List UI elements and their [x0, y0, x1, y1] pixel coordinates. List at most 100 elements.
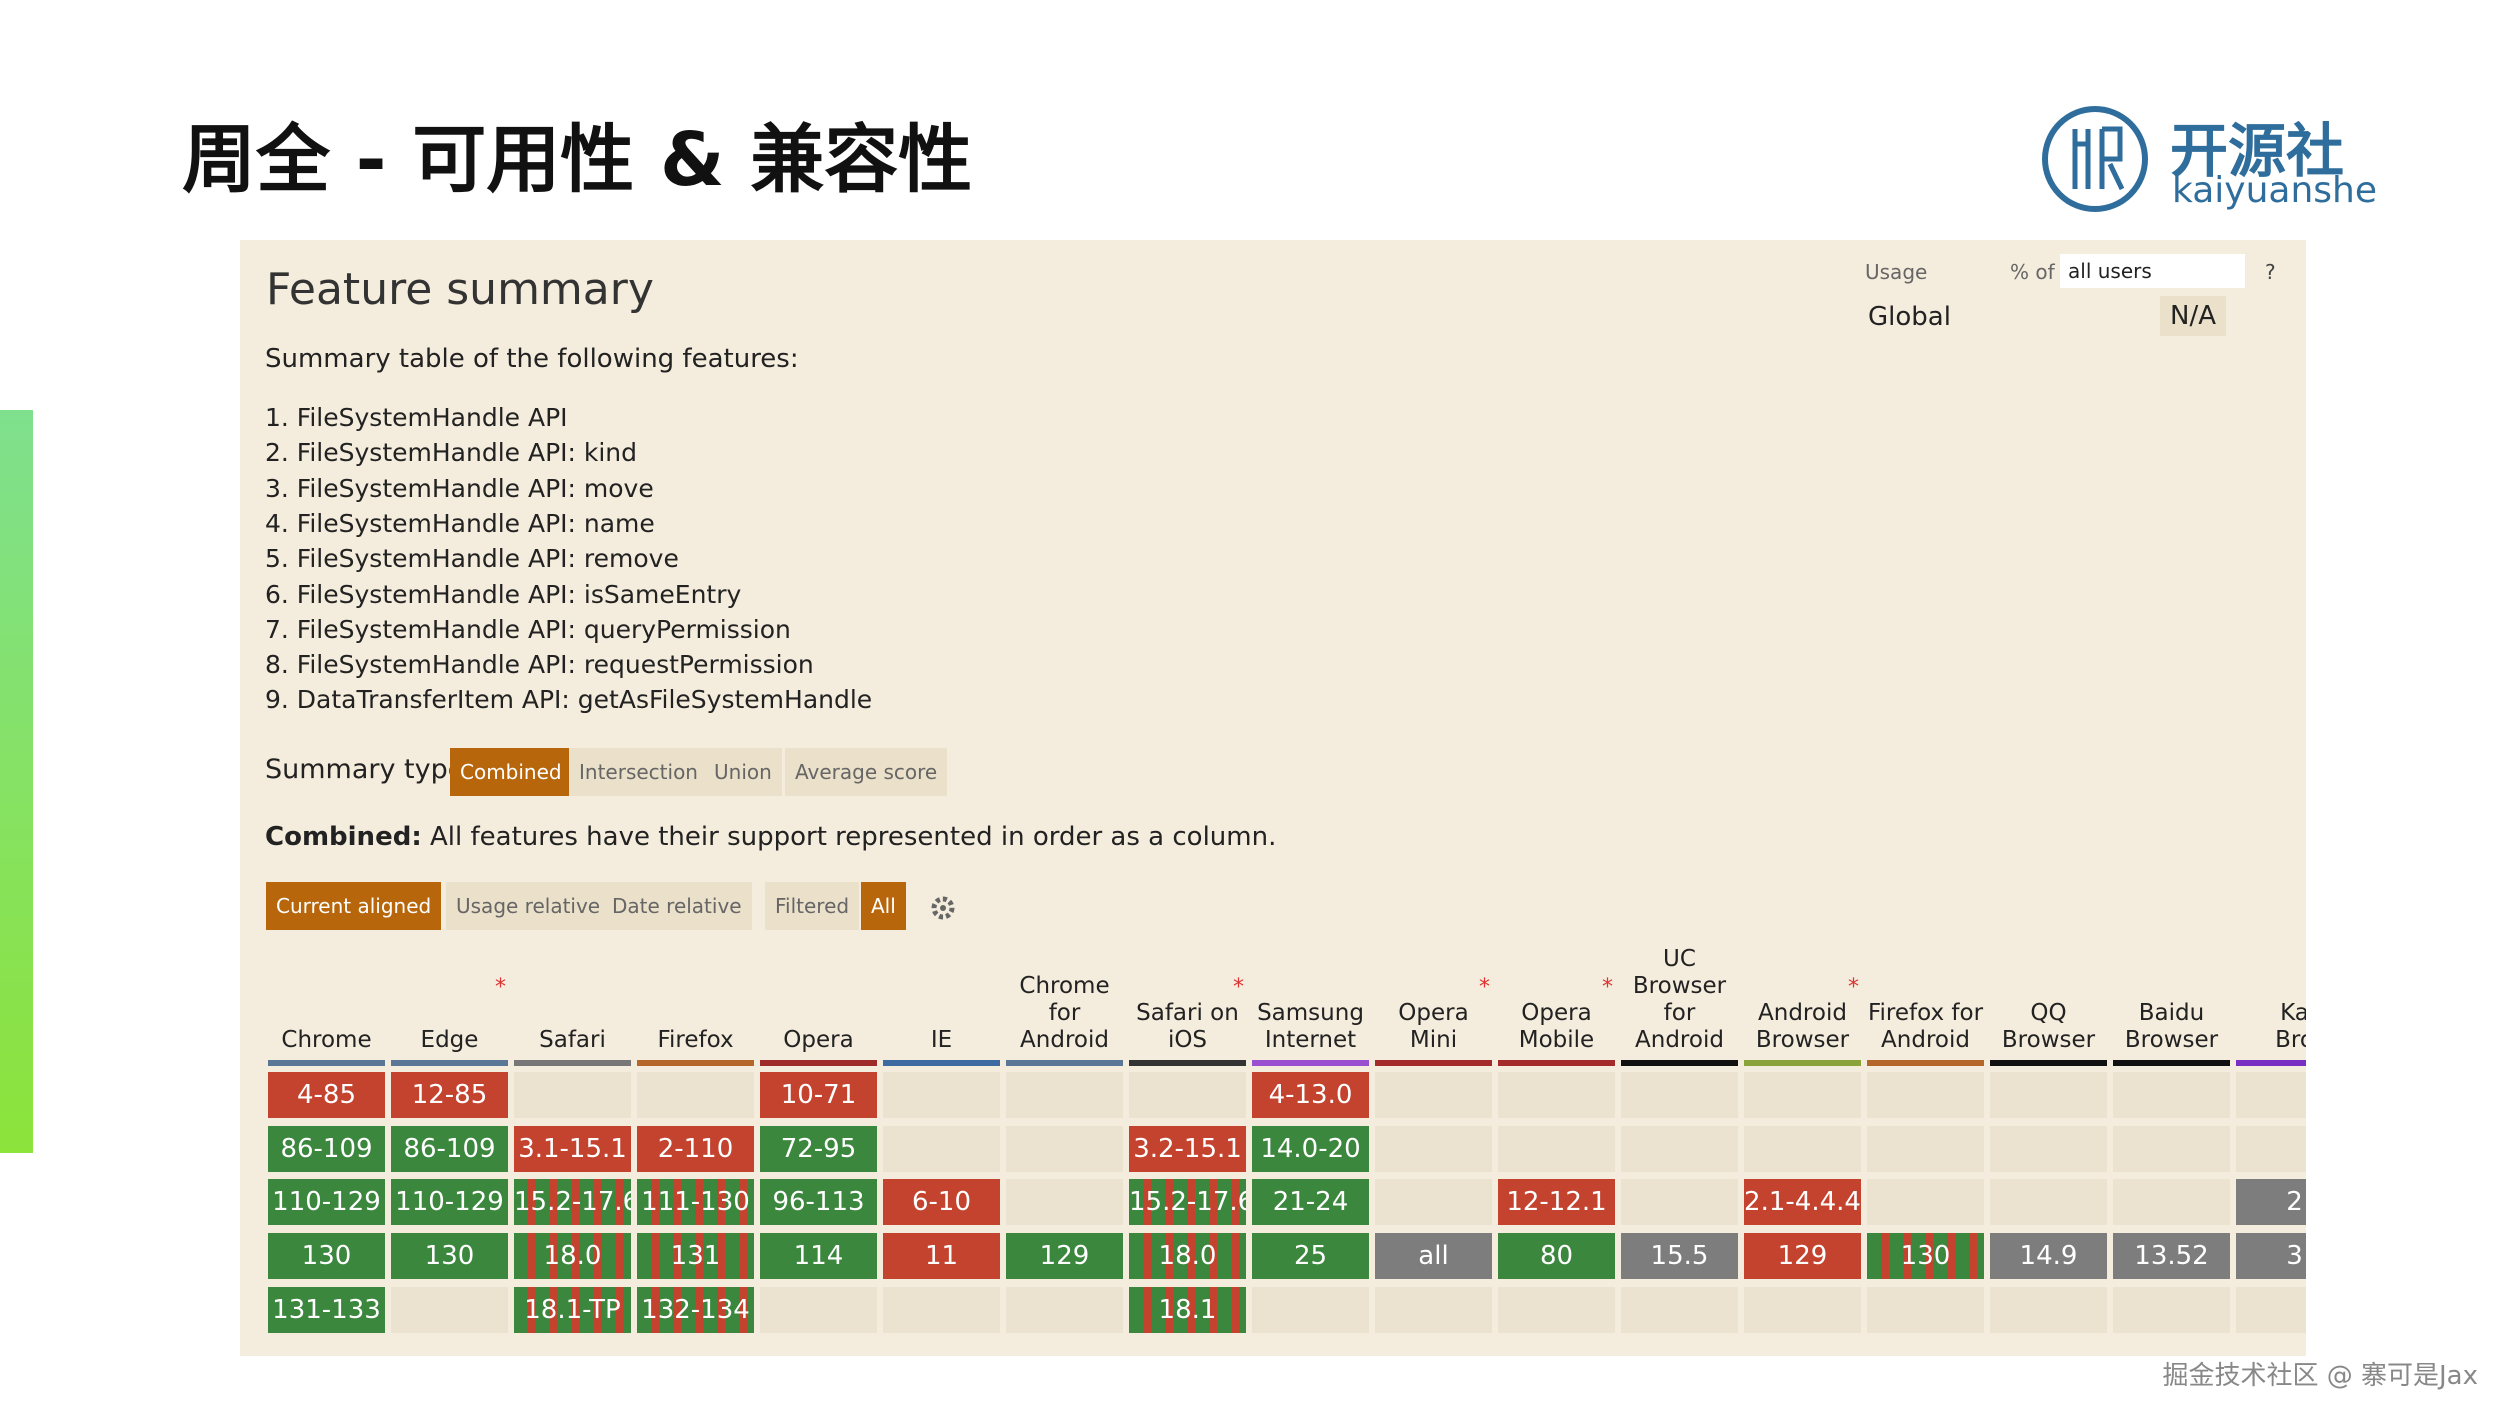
logo: 开源社 kaiyuanshe: [2040, 104, 2380, 214]
browser-name: Android Browser: [1755, 1000, 1850, 1053]
summary-type-button[interactable]: Combined: [450, 748, 572, 796]
support-cell[interactable]: 10-71: [760, 1072, 877, 1118]
empty-cell: [1867, 1125, 1984, 1172]
support-cell[interactable]: 15.2-17.6: [514, 1179, 631, 1226]
filter-button[interactable]: Filtered: [765, 882, 860, 930]
view-button[interactable]: Usage relative: [446, 882, 611, 930]
empty-cell: [1006, 1072, 1123, 1118]
support-cell[interactable]: 21-24: [1252, 1179, 1369, 1226]
browser-note: *: [1233, 975, 1244, 1000]
support-cell[interactable]: 129: [1744, 1233, 1861, 1280]
support-cell[interactable]: 129: [1006, 1233, 1123, 1280]
feature-item: 1. FileSystemHandle API: [265, 403, 568, 432]
column-bar: [268, 1060, 385, 1066]
browser-name: IE: [930, 1027, 953, 1053]
empty-cell: [1129, 1072, 1246, 1118]
column-bar: [2236, 1060, 2306, 1066]
column-bar: [1744, 1060, 1861, 1066]
support-cell[interactable]: 131: [637, 1233, 754, 1280]
support-cell[interactable]: all: [1375, 1233, 1492, 1280]
column-bar: [1621, 1060, 1738, 1066]
support-cell[interactable]: 130: [391, 1233, 508, 1280]
support-cell[interactable]: 3: [2236, 1233, 2306, 1280]
empty-cell: [514, 1072, 631, 1118]
column-header: Android Browser *: [1744, 934, 1861, 1054]
empty-cell: [1990, 1072, 2107, 1118]
support-cell[interactable]: 15.2-17.6: [1129, 1179, 1246, 1226]
usage-region: Global: [1868, 302, 1951, 332]
summary-type-button[interactable]: Union: [704, 748, 782, 796]
support-cell[interactable]: 80: [1498, 1233, 1615, 1280]
view-button[interactable]: Date relative: [602, 882, 752, 930]
column-header: IE: [883, 934, 1000, 1054]
support-cell[interactable]: 18.1: [1129, 1286, 1246, 1333]
settings-icon[interactable]: [930, 895, 956, 921]
support-cell[interactable]: 18.0: [514, 1233, 631, 1280]
column-bar: [1252, 1060, 1369, 1066]
empty-cell: [1990, 1286, 2107, 1333]
support-cell[interactable]: 14.0-20: [1252, 1125, 1369, 1172]
usage-help[interactable]: ?: [2265, 260, 2276, 284]
empty-cell: [883, 1125, 1000, 1172]
support-cell[interactable]: 111-130: [637, 1179, 754, 1226]
empty-cell: [1375, 1179, 1492, 1226]
filter-button[interactable]: All: [861, 882, 906, 930]
column-bar: [637, 1060, 754, 1066]
empty-cell: [1867, 1286, 1984, 1333]
browser-name: Chrome: [281, 1027, 372, 1053]
feature-item: 7. FileSystemHandle API: queryPermission: [265, 614, 791, 644]
support-cell[interactable]: 130: [1867, 1233, 1984, 1280]
support-cell[interactable]: 2.1-4.4.4: [1744, 1179, 1861, 1226]
browser-name: Safari: [539, 1027, 606, 1053]
browser-name: QQ Browser: [2001, 1000, 2096, 1053]
view-button[interactable]: Current aligned: [266, 882, 442, 930]
support-cell[interactable]: 86-109: [391, 1125, 508, 1172]
empty-cell: [883, 1286, 1000, 1333]
support-cell[interactable]: 130: [268, 1233, 385, 1280]
support-cell[interactable]: 114: [760, 1233, 877, 1280]
support-cell[interactable]: 18.1-TP: [514, 1286, 631, 1333]
empty-cell: [1252, 1286, 1369, 1333]
support-cell[interactable]: 4-13.0: [1252, 1072, 1369, 1118]
empty-cell: [1375, 1125, 1492, 1172]
browser-note: *: [1602, 975, 1613, 1000]
summary-type-button[interactable]: Average score: [785, 748, 948, 796]
support-cell[interactable]: 25: [1252, 1233, 1369, 1280]
support-cell[interactable]: 15.5: [1621, 1233, 1738, 1280]
support-cell[interactable]: 72-95: [760, 1125, 877, 1172]
support-cell[interactable]: 12-12.1: [1498, 1179, 1615, 1226]
empty-cell: [1990, 1179, 2107, 1226]
support-cell[interactable]: 96-113: [760, 1179, 877, 1226]
support-cell[interactable]: 6-10: [883, 1179, 1000, 1226]
support-cell[interactable]: 12-85: [391, 1072, 508, 1118]
column-bar: [1375, 1060, 1492, 1066]
support-cell[interactable]: 131-133: [268, 1286, 385, 1333]
watermark: 掘金技术社区 @ 寨可是Jax: [2162, 1361, 2478, 1391]
feature-item: 3. FileSystemHandle API: move: [265, 473, 654, 503]
column-header: Safari: [514, 934, 631, 1054]
support-cell[interactable]: 2: [2236, 1179, 2306, 1226]
support-cell[interactable]: 14.9: [1990, 1233, 2107, 1280]
support-cell[interactable]: 110-129: [391, 1179, 508, 1226]
empty-cell: [1621, 1286, 1738, 1333]
empty-cell: [1867, 1179, 1984, 1226]
support-cell[interactable]: 2-110: [637, 1125, 754, 1172]
support-cell[interactable]: 110-129: [268, 1179, 385, 1226]
support-cell[interactable]: 3.2-15.1: [1129, 1125, 1246, 1172]
summary-type-button[interactable]: Intersection: [569, 748, 708, 796]
support-cell[interactable]: 86-109: [268, 1125, 385, 1172]
browser-name: Opera Mobile: [1518, 1000, 1595, 1053]
support-cell[interactable]: 18.0: [1129, 1233, 1246, 1280]
support-cell[interactable]: 4-85: [268, 1072, 385, 1118]
column-bar: [1990, 1060, 2107, 1066]
column-header: Firefox for Android: [1867, 934, 1984, 1054]
column-header: Baidu Browser: [2113, 934, 2230, 1054]
support-cell[interactable]: 13.52: [2113, 1233, 2230, 1280]
support-cell[interactable]: 3.1-15.1: [514, 1125, 631, 1172]
usage-select[interactable]: all users: [2060, 254, 2245, 288]
support-cell[interactable]: 11: [883, 1233, 1000, 1280]
description-text: All features have their support represen…: [421, 822, 1277, 852]
column-header: Opera Mini *: [1375, 934, 1492, 1054]
support-cell[interactable]: 132-134: [637, 1286, 754, 1333]
column-header: Opera Mobile *: [1498, 934, 1615, 1054]
